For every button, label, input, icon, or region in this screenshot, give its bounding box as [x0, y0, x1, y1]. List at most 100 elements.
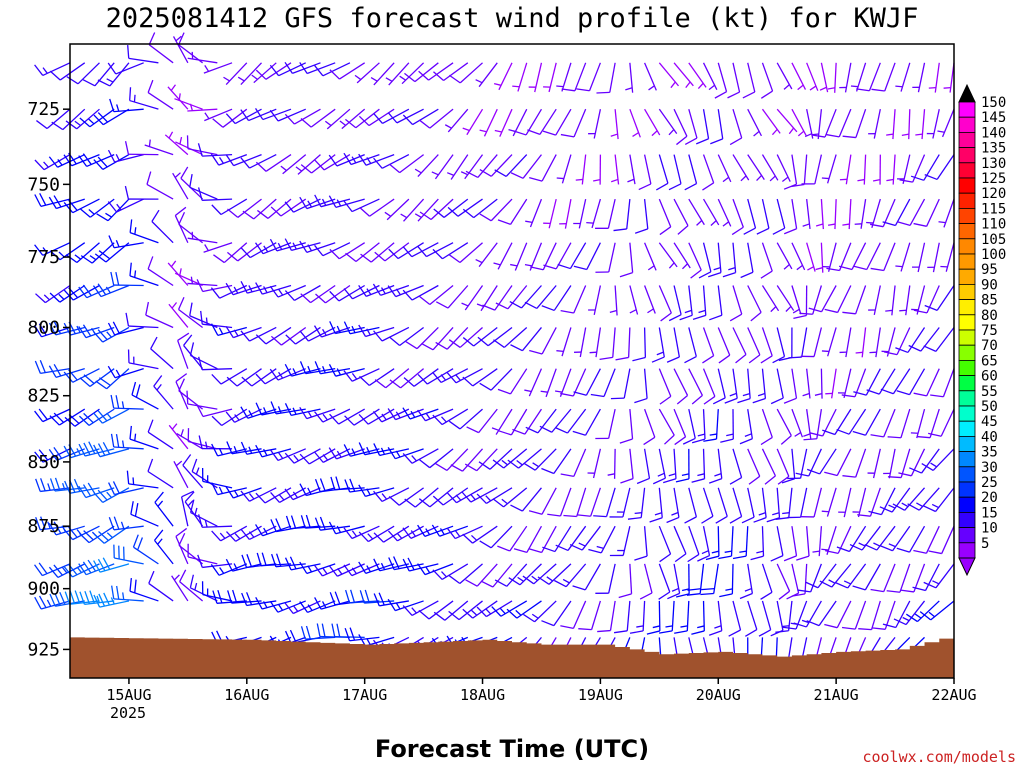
barb-full	[186, 390, 189, 405]
wind-barb	[270, 198, 307, 217]
barb-full	[184, 491, 195, 503]
wind-barb	[373, 558, 410, 572]
barb-half	[307, 244, 313, 252]
wind-barb	[821, 327, 837, 357]
barb-full	[893, 618, 907, 626]
barb-staff	[428, 600, 454, 620]
barb-full	[226, 441, 233, 455]
wind-barb	[776, 563, 791, 600]
wind-barb	[344, 408, 380, 426]
barb-half	[218, 157, 224, 164]
barb-full	[115, 434, 120, 448]
barb-staff	[747, 327, 761, 356]
barb-half	[783, 84, 790, 90]
wind-barb	[770, 600, 784, 637]
barb-half	[899, 309, 907, 312]
barb-full	[373, 532, 384, 543]
wind-barb	[418, 487, 454, 508]
barb-staff	[147, 431, 174, 450]
barb-staff	[400, 368, 425, 389]
barb-full	[225, 154, 235, 166]
barb-full	[211, 204, 222, 215]
barb-half	[194, 582, 198, 591]
barb-half	[685, 81, 691, 89]
wind-barb	[255, 326, 292, 345]
wind-barb	[658, 198, 672, 236]
barb-full	[913, 549, 927, 554]
barb-half	[381, 413, 387, 421]
barb-full	[39, 359, 46, 373]
barb-half	[476, 303, 484, 308]
wind-barb	[853, 242, 881, 271]
barb-staff	[253, 198, 277, 220]
wind-barb	[462, 368, 498, 387]
barb-full	[358, 153, 367, 166]
barb-full	[240, 247, 251, 259]
barb-half	[414, 213, 422, 219]
wind-barb	[595, 563, 616, 594]
wind-barb	[211, 368, 248, 385]
wind-barb	[588, 109, 602, 139]
barb-full	[359, 590, 365, 604]
barb-staff	[446, 327, 469, 350]
barb-half	[928, 86, 937, 89]
wind-barb	[907, 487, 940, 511]
barb-full	[227, 590, 233, 604]
barb-half	[902, 616, 910, 622]
wind-barb	[448, 563, 483, 584]
barb-full	[510, 504, 523, 512]
barb-half	[366, 328, 371, 336]
x-tick-label: 18AUG	[460, 686, 505, 704]
barb-full	[691, 438, 706, 444]
barb-staff	[385, 368, 410, 389]
barb-full	[658, 630, 673, 634]
barb-staff	[702, 327, 715, 356]
wind-barb	[747, 108, 763, 137]
barb-half	[781, 625, 790, 628]
barb-full	[529, 349, 543, 355]
barb-staff	[643, 408, 656, 438]
wind-barb	[824, 600, 852, 629]
barb-half	[133, 94, 136, 103]
wind-barb	[541, 448, 572, 475]
wind-barb	[198, 514, 233, 528]
wind-barb	[389, 326, 424, 347]
wind-barb	[609, 285, 618, 316]
barb-full	[590, 393, 605, 398]
barb-half	[195, 467, 200, 475]
barb-half	[121, 440, 125, 448]
barb-half	[769, 175, 776, 182]
barb-full	[358, 484, 366, 497]
wind-barb	[636, 448, 651, 485]
wind-barb	[702, 198, 720, 226]
wind-barb	[226, 525, 262, 542]
barb-staff	[861, 327, 867, 358]
wind-barb	[36, 108, 71, 130]
barb-full	[148, 570, 155, 584]
barb-full	[329, 592, 336, 606]
barb-staff	[277, 368, 306, 381]
barb-staff	[459, 408, 483, 430]
barb-full	[898, 472, 912, 477]
barb-full	[835, 582, 848, 589]
barb-staff	[174, 215, 189, 243]
wind-barb	[871, 62, 896, 92]
barb-full	[178, 32, 185, 46]
barb-full	[373, 593, 380, 607]
barb-full	[147, 79, 154, 93]
barb-full	[93, 412, 103, 424]
wind-barb	[433, 600, 469, 621]
barb-full	[597, 629, 611, 633]
wind-barb	[314, 516, 351, 531]
barb-half	[425, 528, 431, 535]
barb-half	[204, 112, 210, 120]
wind-barb	[147, 256, 174, 287]
wind-barb	[110, 271, 144, 287]
wind-barb	[255, 597, 292, 610]
wind-barb	[402, 108, 439, 126]
wind-barb	[314, 62, 351, 77]
barb-half	[43, 294, 50, 301]
barb-half	[106, 331, 112, 338]
barb-full	[53, 412, 65, 423]
barb-half	[105, 212, 112, 218]
